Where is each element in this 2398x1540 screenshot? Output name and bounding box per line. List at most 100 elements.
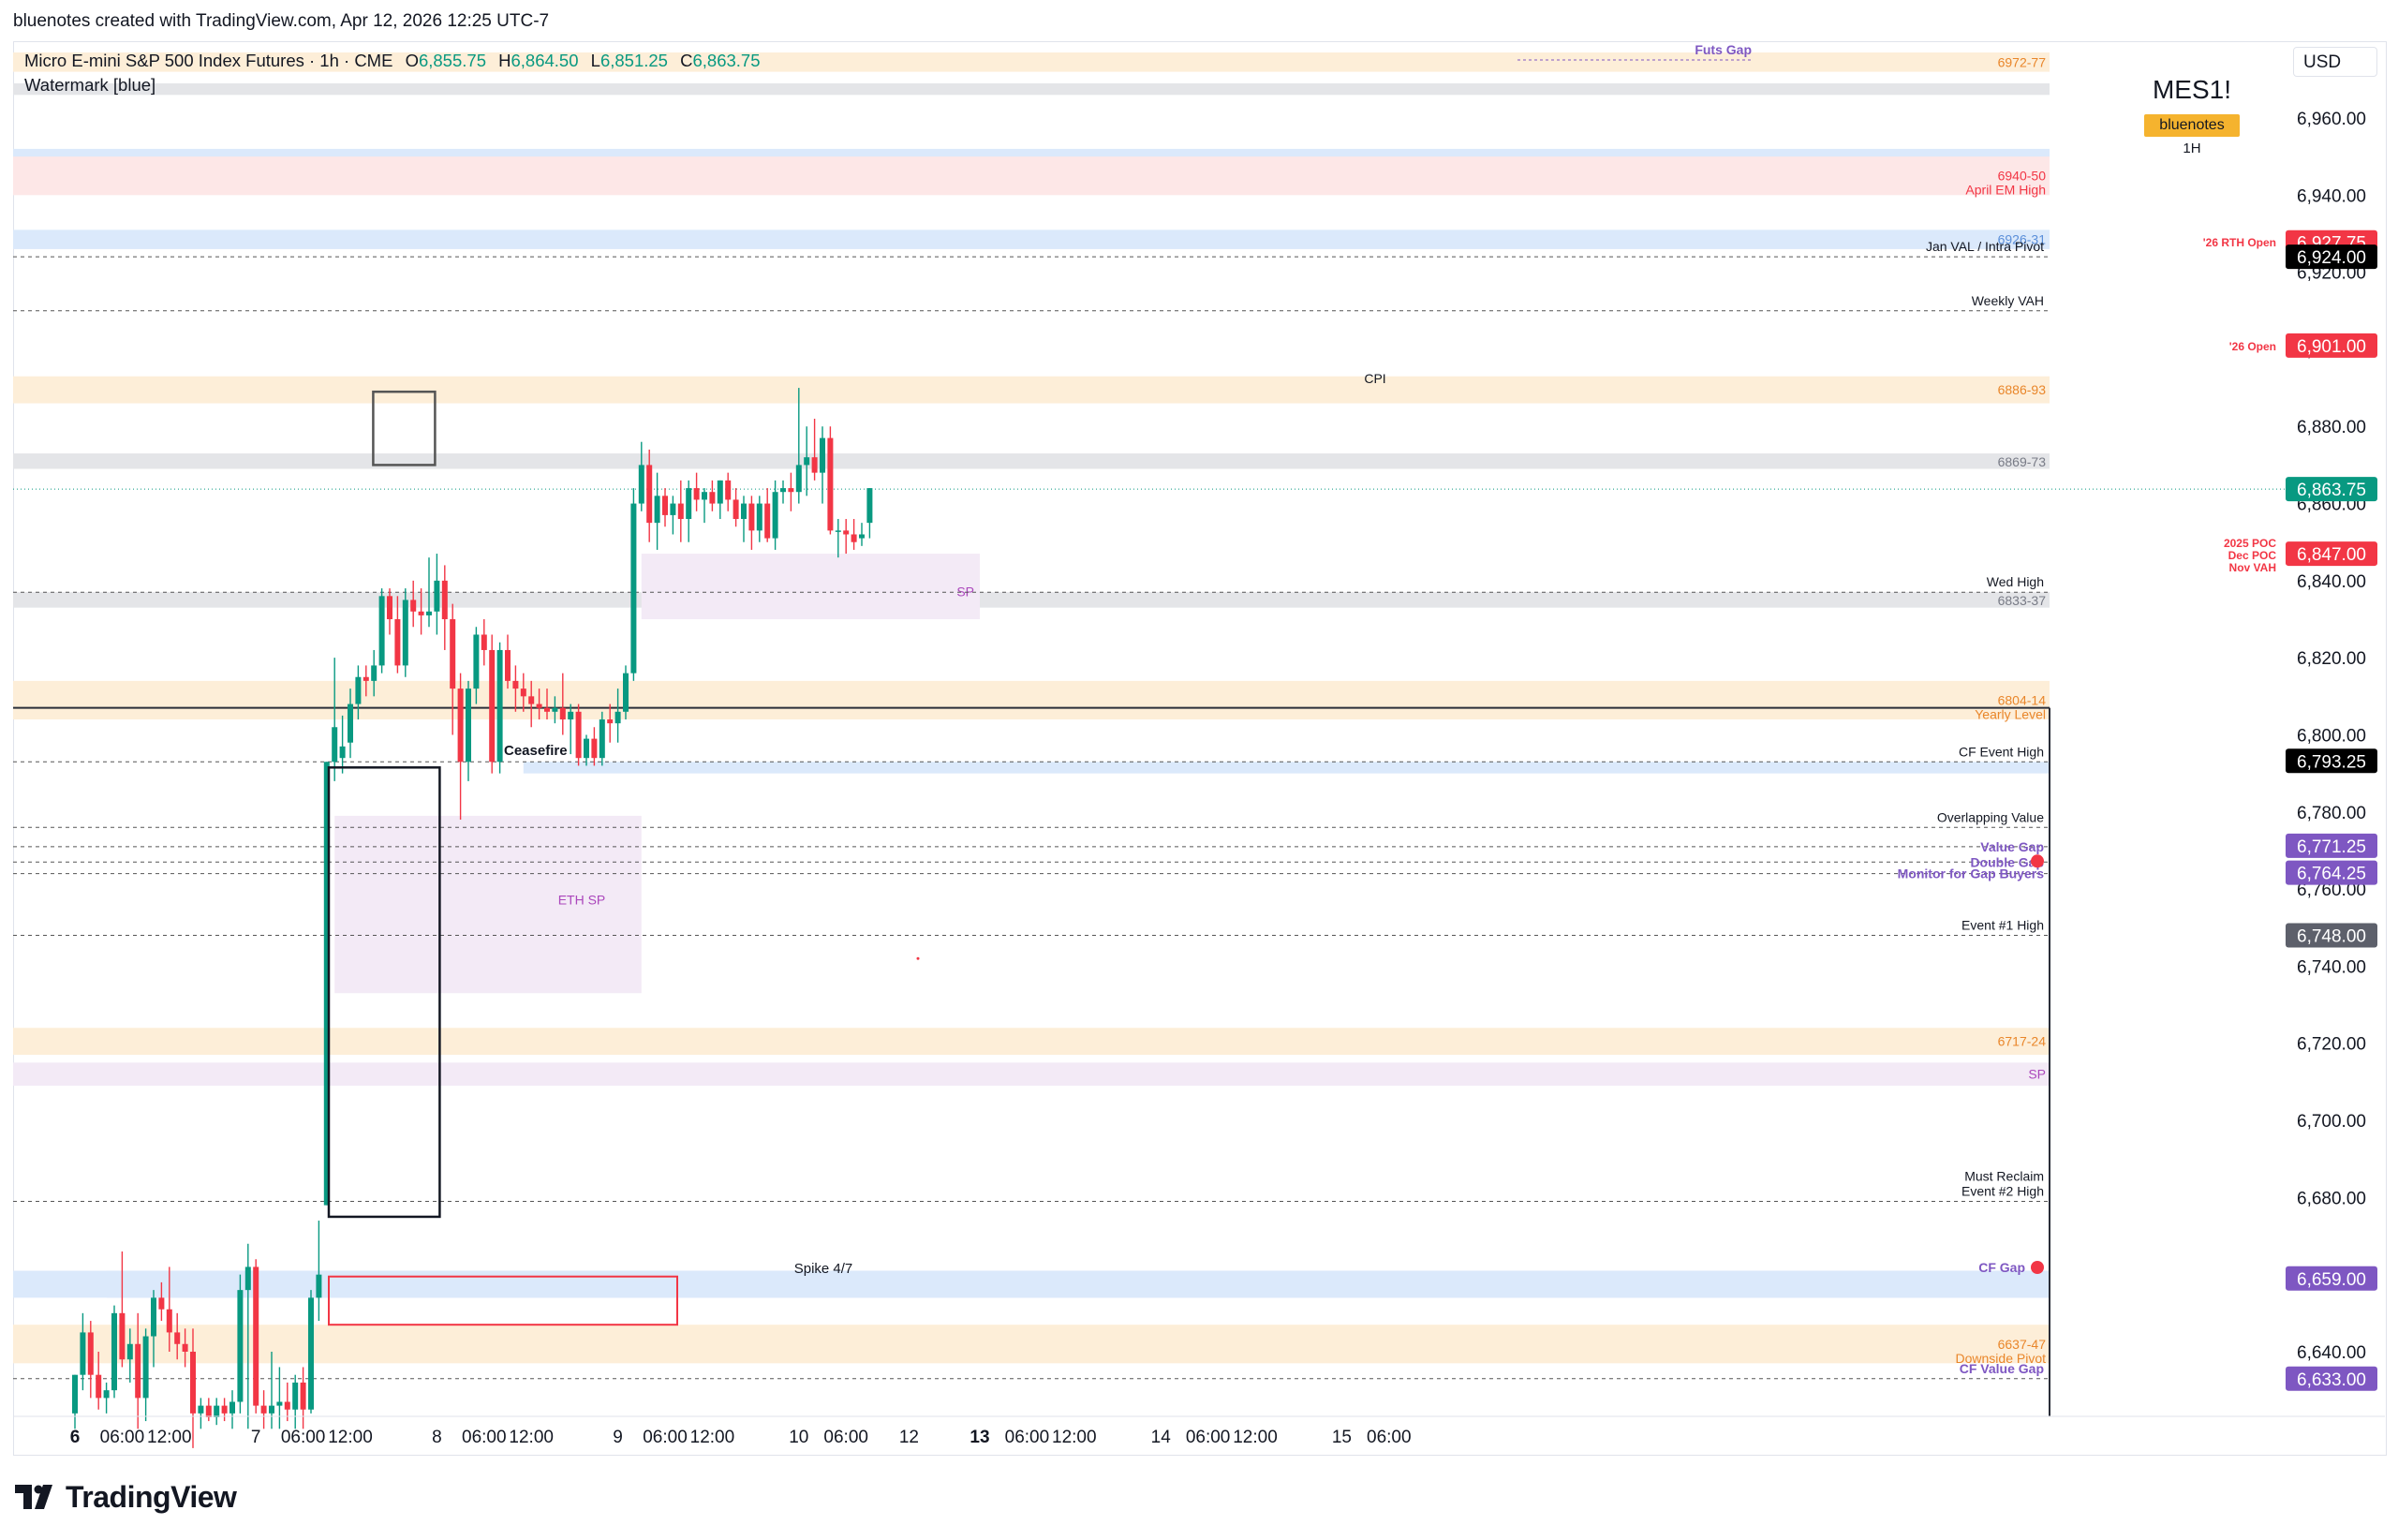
candle-body[interactable]	[670, 503, 676, 515]
candle-body[interactable]	[332, 727, 338, 763]
candle-body[interactable]	[387, 596, 392, 620]
candle-body[interactable]	[662, 496, 668, 515]
candle-body[interactable]	[410, 600, 417, 612]
candle-body[interactable]	[426, 611, 432, 615]
candle-body[interactable]	[575, 711, 582, 759]
candle-body[interactable]	[214, 1405, 220, 1417]
candle-body[interactable]	[702, 492, 707, 500]
legend-watermark-indicator[interactable]: Watermark [blue]	[24, 75, 156, 95]
candle-body[interactable]	[355, 676, 362, 704]
candle-body[interactable]	[151, 1297, 156, 1337]
candle-body[interactable]	[646, 465, 653, 524]
candle-body[interactable]	[457, 689, 464, 763]
candle-body[interactable]	[859, 534, 865, 539]
candle-body[interactable]	[520, 689, 526, 697]
candle-body[interactable]	[434, 580, 440, 612]
candle-body[interactable]	[363, 676, 369, 681]
candle-body[interactable]	[638, 465, 644, 504]
legend-symbol[interactable]: Micro E-mini S&P 500 Index Futures · 1h …	[24, 51, 393, 70]
candle-body[interactable]	[811, 457, 818, 473]
candle-body[interactable]	[229, 1401, 235, 1414]
candle-body[interactable]	[339, 746, 346, 759]
candle-body[interactable]	[394, 619, 401, 666]
candle-body[interactable]	[584, 738, 589, 759]
candle-body[interactable]	[466, 689, 471, 763]
candle-body[interactable]	[418, 611, 424, 615]
candle-body[interactable]	[536, 703, 542, 708]
candle-body[interactable]	[378, 596, 385, 666]
candle-body[interactable]	[741, 503, 747, 520]
candle-body[interactable]	[269, 1405, 274, 1414]
candle-body[interactable]	[748, 503, 755, 531]
candle-body[interactable]	[72, 1374, 78, 1414]
candle-body[interactable]	[544, 707, 550, 712]
candle-body[interactable]	[496, 649, 503, 763]
candle-body[interactable]	[80, 1332, 86, 1375]
candle-body[interactable]	[402, 600, 408, 666]
candle-body[interactable]	[221, 1405, 228, 1414]
candle-body[interactable]	[866, 488, 873, 524]
candle-body[interactable]	[276, 1401, 283, 1406]
candle-body[interactable]	[244, 1266, 251, 1291]
candle-body[interactable]	[512, 680, 519, 689]
candle-body[interactable]	[441, 580, 448, 620]
candle-body[interactable]	[780, 488, 786, 493]
candle-body[interactable]	[190, 1351, 196, 1414]
candle-body[interactable]	[323, 762, 330, 1206]
candle-body[interactable]	[851, 534, 857, 542]
candle-body[interactable]	[505, 649, 511, 681]
candle-body[interactable]	[316, 1274, 322, 1298]
candle-body[interactable]	[804, 457, 810, 466]
candle-body[interactable]	[693, 488, 700, 500]
candle-body[interactable]	[87, 1332, 94, 1375]
candle-body[interactable]	[292, 1382, 299, 1410]
candle-body[interactable]	[677, 503, 684, 520]
candle-body[interactable]	[827, 437, 834, 531]
candle-body[interactable]	[481, 634, 487, 650]
candle-body[interactable]	[795, 465, 802, 493]
candle-body[interactable]	[623, 673, 629, 712]
candle-body[interactable]	[717, 480, 723, 504]
candle-body[interactable]	[788, 488, 794, 493]
candle-body[interactable]	[843, 530, 850, 535]
candle-body[interactable]	[111, 1312, 117, 1391]
candle-body[interactable]	[371, 665, 377, 681]
candle-body[interactable]	[559, 707, 566, 720]
candle-body[interactable]	[599, 719, 605, 759]
candle-body[interactable]	[756, 503, 762, 531]
candle-body[interactable]	[772, 492, 778, 539]
candle-body[interactable]	[205, 1405, 212, 1417]
candle-body[interactable]	[568, 711, 574, 720]
candle-body[interactable]	[473, 634, 480, 689]
candle-body[interactable]	[820, 437, 825, 473]
candle-body[interactable]	[764, 503, 771, 539]
candle-body[interactable]	[135, 1343, 141, 1399]
candle-body[interactable]	[119, 1312, 126, 1360]
candle-body[interactable]	[725, 480, 732, 500]
cpi-box[interactable]	[372, 390, 437, 466]
candle-body[interactable]	[158, 1297, 165, 1310]
candle-body[interactable]	[709, 492, 716, 504]
candle-body[interactable]	[142, 1336, 149, 1399]
candle-body[interactable]	[260, 1405, 267, 1414]
candle-body[interactable]	[166, 1309, 172, 1333]
candle-body[interactable]	[591, 738, 598, 759]
candle-body[interactable]	[489, 649, 496, 763]
candle-body[interactable]	[686, 488, 692, 520]
candle-body[interactable]	[552, 707, 558, 712]
candle-body[interactable]	[253, 1266, 259, 1406]
candle-body[interactable]	[614, 711, 621, 724]
candle-body[interactable]	[835, 530, 841, 532]
currency-button[interactable]: USD	[2293, 47, 2377, 77]
candle-body[interactable]	[607, 719, 614, 724]
candle-body[interactable]	[308, 1297, 314, 1410]
candle-body[interactable]	[103, 1390, 110, 1399]
candle-body[interactable]	[237, 1290, 244, 1402]
candle-body[interactable]	[733, 499, 739, 520]
candle-body[interactable]	[126, 1343, 133, 1360]
candle-body[interactable]	[182, 1343, 188, 1352]
candle-body[interactable]	[198, 1405, 204, 1414]
ceasefire-box[interactable]	[327, 766, 441, 1219]
candle-body[interactable]	[284, 1401, 290, 1410]
